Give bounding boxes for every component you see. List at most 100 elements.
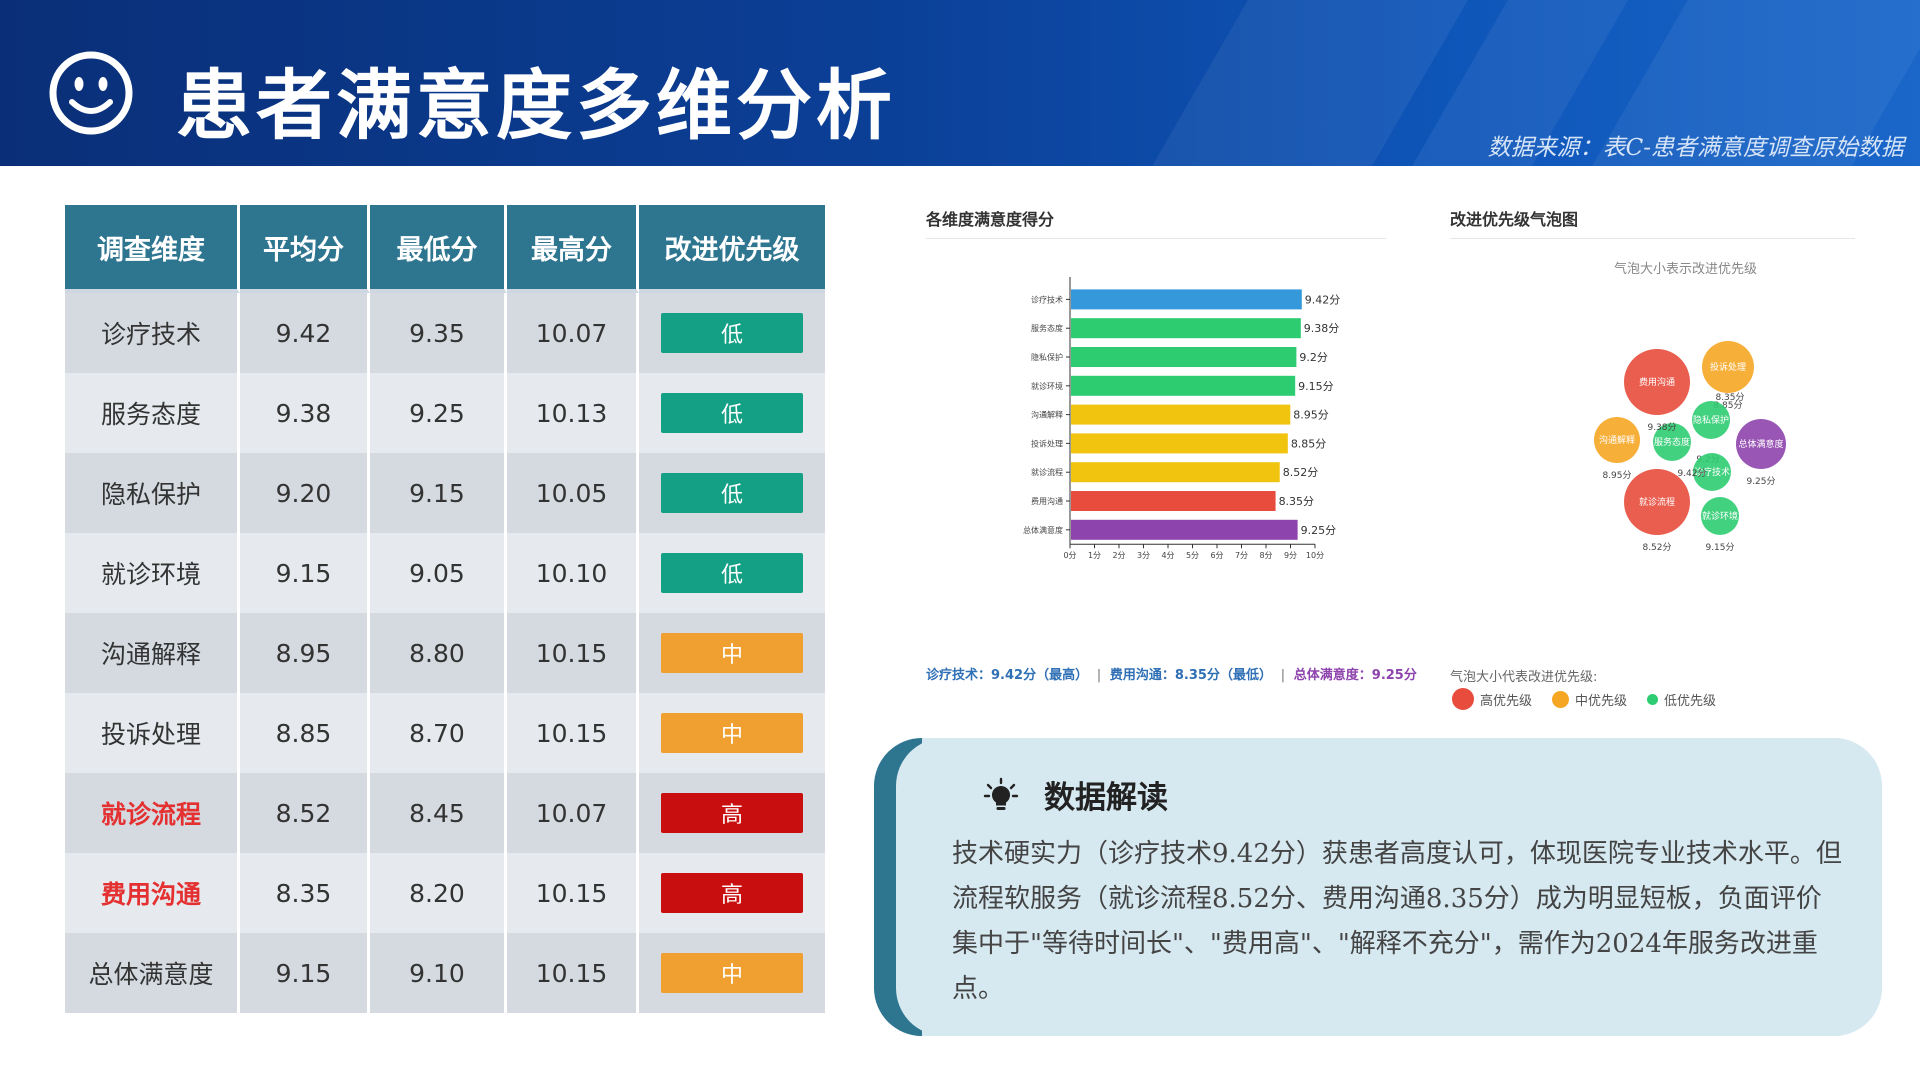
bubble-label: 就诊环境 [1702, 510, 1738, 522]
priority-cell: 中 [639, 613, 825, 693]
priority-cell: 低 [639, 453, 825, 533]
bubble [1594, 417, 1640, 463]
priority-cell: 低 [639, 533, 825, 613]
bubble-value-label: 8.95分 [1602, 470, 1631, 481]
priority-cell: 低 [639, 293, 825, 373]
min-cell: 9.35 [370, 293, 507, 373]
bubble [1624, 349, 1690, 415]
dimension-cell: 沟通解释 [65, 613, 240, 693]
column-header: 最低分 [370, 205, 507, 293]
max-cell: 10.07 [507, 773, 639, 853]
summary-max: 诊疗技术：9.42分（最高） [926, 668, 1089, 683]
dimension-cell: 隐私保护 [65, 453, 240, 533]
insight-text: 技术硬实力（诊疗技术9.42分）获患者高度认可，体现医院专业技术水平。但流程软服… [952, 839, 1842, 1004]
priority-cell: 中 [639, 693, 825, 773]
max-cell: 10.15 [507, 693, 639, 773]
bar-value-label: 8.35分 [1279, 495, 1315, 508]
y-tick-label: 诊疗技术 [1031, 294, 1063, 304]
priority-badge: 低 [661, 473, 803, 513]
bar-value-label: 9.15分 [1298, 380, 1334, 393]
x-tick-label: 6分 [1210, 551, 1223, 560]
max-cell: 10.15 [507, 933, 639, 1013]
bar [1071, 375, 1296, 396]
page-title: 患者满意度多维分析 [176, 61, 896, 150]
dimension-cell: 投诉处理 [65, 693, 240, 773]
table-row: 费用沟通 8.35 8.20 10.15 高 [65, 853, 825, 933]
table-header-row: 调查维度 平均分 最低分 最高分 改进优先级 [65, 205, 825, 293]
y-tick-label: 就诊环境 [1031, 381, 1063, 391]
priority-badge: 低 [661, 393, 803, 433]
insight-title: 数据解读 [1044, 780, 1168, 816]
priority-badge: 中 [661, 713, 803, 753]
bubble-label: 就诊流程 [1639, 496, 1675, 508]
legend-label: 中优先级 [1575, 693, 1628, 709]
priority-cell: 低 [639, 373, 825, 453]
y-tick-label: 服务态度 [1031, 323, 1063, 333]
priority-badge: 低 [661, 553, 803, 593]
average-cell: 9.20 [240, 453, 370, 533]
bar-chart-divider [926, 238, 1386, 239]
y-tick-label: 总体满意度 [1023, 525, 1063, 535]
priority-cell: 高 [639, 773, 825, 853]
bar-chart-title: 各维度满意度得分 [926, 210, 1055, 229]
legend-swatch [1452, 688, 1474, 710]
bar [1071, 318, 1301, 339]
bubble [1693, 453, 1731, 491]
bubble [1624, 469, 1690, 535]
bubble-label: 费用沟通 [1639, 376, 1675, 388]
average-cell: 9.15 [240, 933, 370, 1013]
bubble-value-label: 8.35分 [1715, 392, 1744, 403]
bubble-value-label: 9.42分 [1677, 468, 1706, 479]
table-row: 就诊流程 8.52 8.45 10.07 高 [65, 773, 825, 853]
average-cell: 9.42 [240, 293, 370, 373]
dimension-cell: 总体满意度 [65, 933, 240, 1013]
priority-badge: 高 [661, 793, 803, 833]
legend-label: 高优先级 [1480, 693, 1533, 709]
bubble-value-label: 9.25分 [1746, 476, 1775, 487]
bubble-label: 沟通解释 [1599, 434, 1635, 446]
bubble-value-label: 9.38分 [1647, 422, 1676, 433]
bubble [1702, 341, 1754, 393]
table-row: 诊疗技术 9.42 9.35 10.07 低 [65, 293, 825, 373]
column-header: 改进优先级 [639, 205, 825, 293]
bubble-chart-divider [1450, 238, 1855, 239]
column-header: 最高分 [507, 205, 639, 293]
bubble-value-label: 8.52分 [1642, 542, 1671, 553]
bubble [1701, 497, 1739, 535]
min-cell: 9.05 [370, 533, 507, 613]
min-cell: 9.25 [370, 373, 507, 453]
bar [1071, 347, 1297, 367]
bar [1071, 404, 1291, 425]
priority-cell: 高 [639, 853, 825, 933]
summary-overall: 总体满意度：9.25分 [1293, 668, 1417, 683]
x-tick-label: 1分 [1088, 551, 1101, 560]
max-cell: 10.07 [507, 293, 639, 373]
dimension-cell: 费用沟通 [65, 853, 240, 933]
min-cell: 8.45 [370, 773, 507, 853]
lightbulb-icon [983, 777, 1019, 810]
priority-badge: 高 [661, 873, 803, 913]
bar [1071, 519, 1298, 540]
bubble-label: 隐私保护 [1693, 414, 1729, 426]
data-source-note: 数据来源：表C-患者满意度调查原始数据 [1487, 135, 1904, 161]
dimension-cell: 就诊环境 [65, 533, 240, 613]
average-cell: 8.95 [240, 613, 370, 693]
min-cell: 9.15 [370, 453, 507, 533]
max-cell: 10.13 [507, 373, 639, 453]
y-tick-label: 投诉处理 [1031, 438, 1063, 448]
summary-separator: | [1280, 668, 1286, 683]
table-row: 隐私保护 9.20 9.15 10.05 低 [65, 453, 825, 533]
legend-swatch [1647, 693, 1659, 705]
bubble [1653, 423, 1691, 461]
bar-chart-summary: 诊疗技术：9.42分（最高） | 费用沟通：8.35分（最低） | 总体满意度：… [926, 664, 1417, 683]
bar-value-label: 8.85分 [1291, 437, 1327, 450]
bubble-legend-title: 气泡大小代表改进优先级: [1450, 670, 1598, 685]
bubble [1736, 419, 1786, 469]
min-cell: 8.70 [370, 693, 507, 773]
bar-value-label: 9.25分 [1301, 524, 1337, 537]
satisfaction-table: 调查维度 平均分 最低分 最高分 改进优先级 诊疗技术 9.42 9.35 10.07… [65, 205, 825, 1013]
bubble-label: 投诉处理 [1710, 361, 1746, 373]
max-cell: 10.15 [507, 853, 639, 933]
